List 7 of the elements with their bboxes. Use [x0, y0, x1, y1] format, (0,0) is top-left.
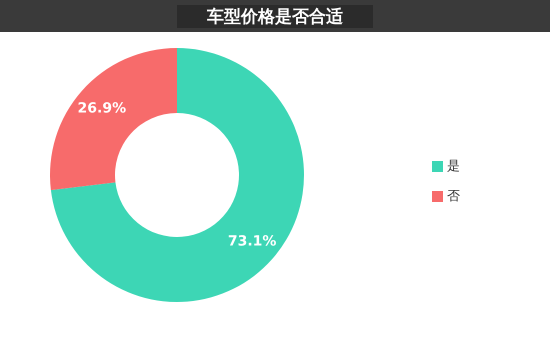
donut-slice — [50, 48, 304, 302]
legend-label: 否 — [447, 189, 460, 204]
donut-slice — [50, 48, 177, 190]
data-label: 73.1% — [228, 234, 276, 250]
chart-title: 车型价格是否合适 — [177, 4, 373, 28]
data-label: 26.9% — [78, 100, 126, 116]
legend-label: 是 — [447, 159, 460, 174]
